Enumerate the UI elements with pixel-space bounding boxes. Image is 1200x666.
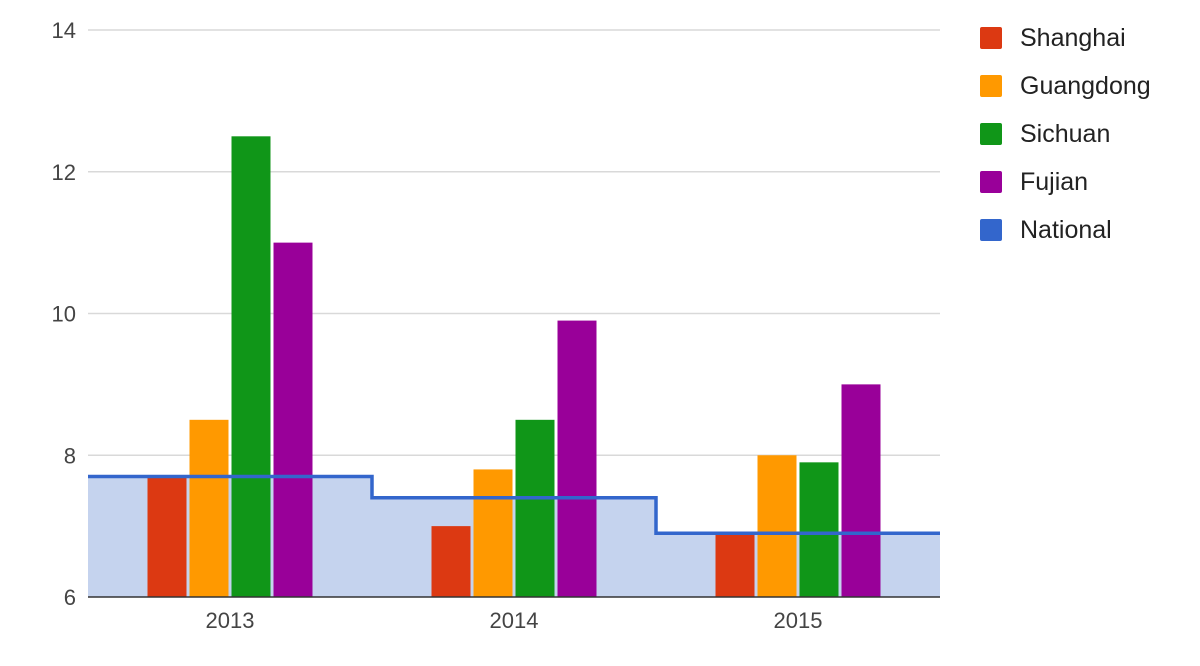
legend-label-fujian: Fujian <box>1020 167 1089 196</box>
legend-swatch-shanghai <box>980 27 1002 49</box>
bar-shanghai-2014[interactable] <box>431 526 471 597</box>
legend-label-guangdong: Guangdong <box>1020 71 1151 100</box>
bar-series <box>147 136 881 597</box>
legend-item-guangdong[interactable]: Guangdong <box>980 62 1151 110</box>
x-axis-ticks: 2013 2014 2015 <box>206 608 823 633</box>
bar-guangdong-2014[interactable] <box>473 469 513 597</box>
bar-fujian-2013[interactable] <box>273 242 313 597</box>
legend-swatch-fujian <box>980 171 1002 193</box>
legend-swatch-national <box>980 219 1002 241</box>
x-tick-label-2013: 2013 <box>206 608 255 633</box>
legend-item-fujian[interactable]: Fujian <box>980 158 1151 206</box>
legend-label-shanghai: Shanghai <box>1020 23 1126 52</box>
bar-sichuan-2014[interactable] <box>515 419 555 597</box>
legend-label-sichuan: Sichuan <box>1020 119 1111 148</box>
y-axis-ticks: 6 8 10 12 14 <box>52 18 76 610</box>
legend-item-sichuan[interactable]: Sichuan <box>980 110 1151 158</box>
national-line-path <box>88 474 940 535</box>
x-tick-label-2015: 2015 <box>774 608 823 633</box>
legend-swatch-sichuan <box>980 123 1002 145</box>
bar-guangdong-2015[interactable] <box>757 455 797 597</box>
legend: Shanghai Guangdong Sichuan Fujian Nation… <box>980 14 1151 254</box>
bar-chart: 6 8 10 12 14 2013 2014 2015 <box>52 18 940 633</box>
bar-fujian-2015[interactable] <box>841 384 881 597</box>
gridlines <box>88 29 940 456</box>
bar-shanghai-2015[interactable] <box>715 533 755 597</box>
national-line <box>88 474 940 535</box>
x-tick-label-2014: 2014 <box>490 608 539 633</box>
bar-guangdong-2013[interactable] <box>189 419 229 597</box>
bar-fujian-2014[interactable] <box>557 320 597 597</box>
bar-shanghai-2013[interactable] <box>147 476 187 597</box>
y-tick-label-10: 10 <box>52 302 76 327</box>
bar-sichuan-2013[interactable] <box>231 136 271 597</box>
legend-item-shanghai[interactable]: Shanghai <box>980 14 1151 62</box>
legend-label-national: National <box>1020 215 1112 244</box>
y-tick-label-12: 12 <box>52 160 76 185</box>
legend-item-national[interactable]: National <box>980 206 1151 254</box>
y-tick-label-6: 6 <box>64 585 76 610</box>
y-tick-label-14: 14 <box>52 18 76 43</box>
y-tick-label-8: 8 <box>64 443 76 468</box>
bar-sichuan-2015[interactable] <box>799 462 839 597</box>
legend-swatch-guangdong <box>980 75 1002 97</box>
